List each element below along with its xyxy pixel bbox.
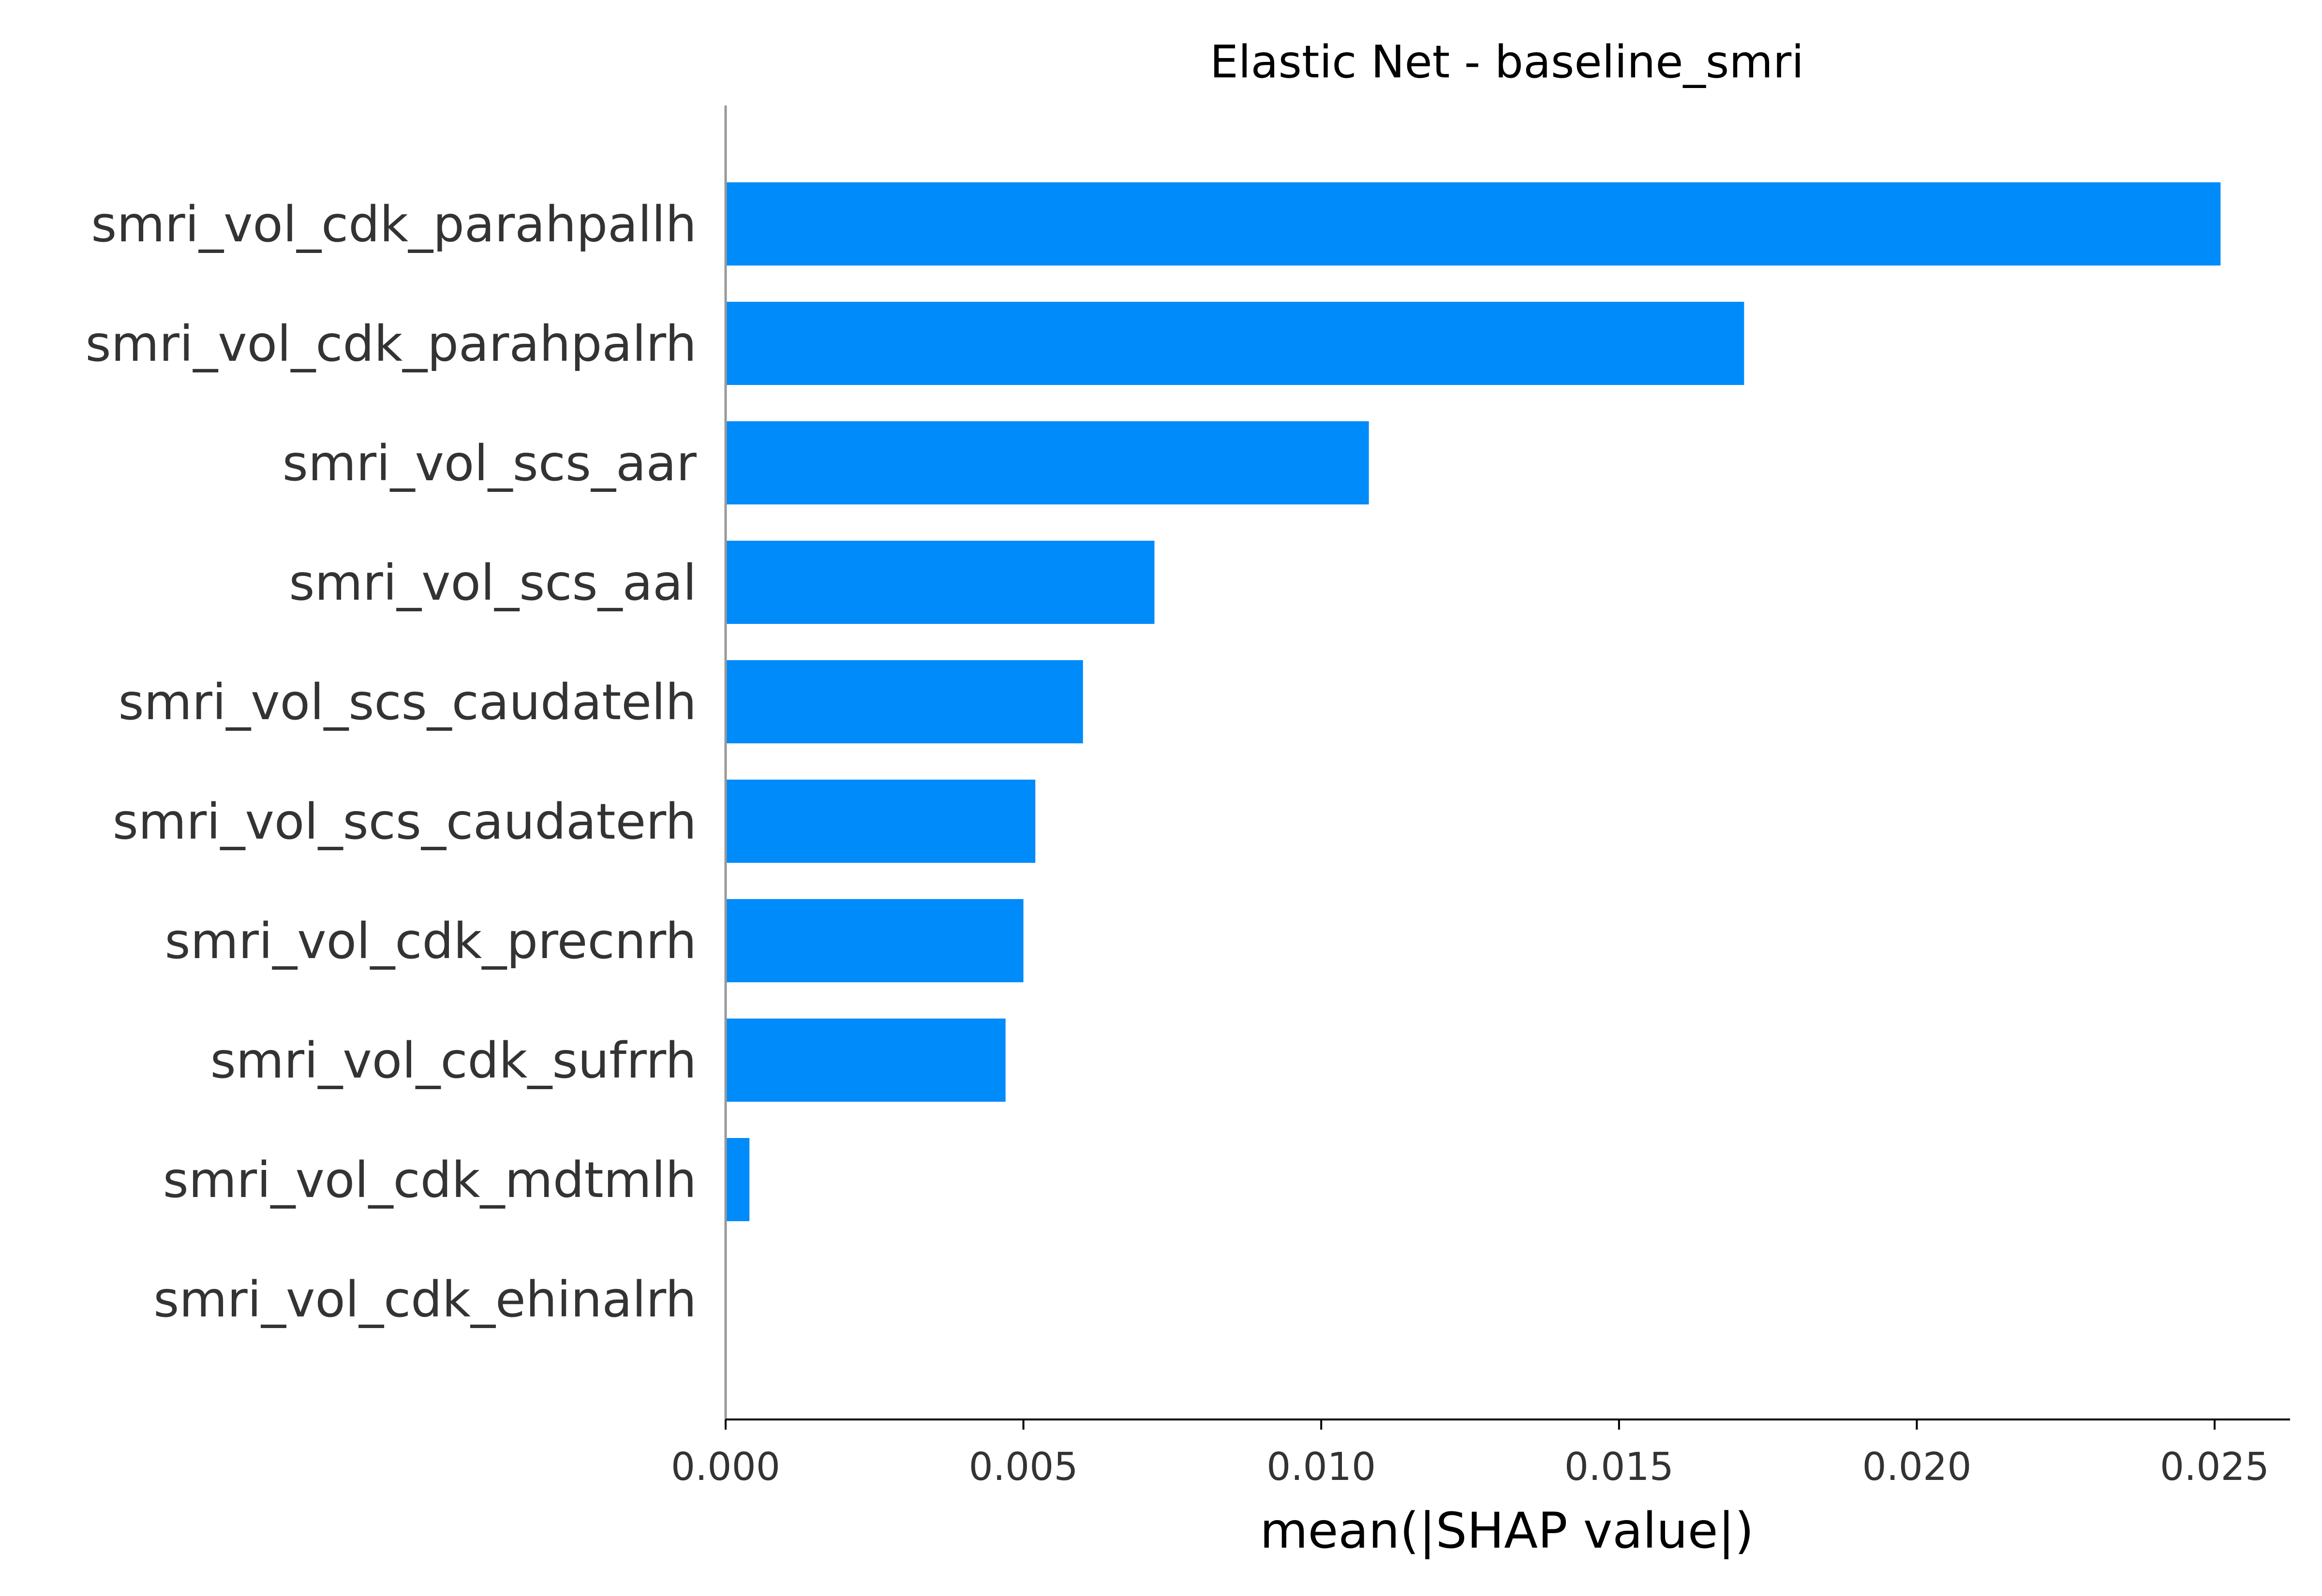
x-tick-label: 0.025 [2160,1445,2269,1489]
x-tick-label: 0.000 [671,1445,780,1489]
y-tick-label: smri_vol_scs_aal [289,554,697,612]
bar-smri_vol_cdk_precnrh [726,899,1024,982]
y-tick-labels: smri_vol_cdk_parahpallh smri_vol_cdk_para… [86,196,697,1329]
bar-smri_vol_scs_aar [726,421,1369,504]
y-tick-label: smri_vol_scs_aar [283,435,697,492]
y-tick-label: smri_vol_cdk_sufrrh [210,1032,697,1090]
bar-smri_vol_scs_aal [726,541,1155,624]
bar-smri_vol_cdk_sufrrh [726,1019,1006,1102]
y-tick-label: smri_vol_cdk_parahpalrh [86,315,697,373]
x-tick-label: 0.020 [1862,1445,1971,1489]
x-ticks: 0.000 0.005 0.010 0.015 0.020 0.025 [671,1419,2269,1489]
y-tick-label: smri_vol_cdk_precnrh [165,913,697,970]
bars-group [726,182,2221,1221]
y-tick-label: smri_vol_cdk_ehinalrh [153,1271,697,1329]
bar-smri_vol_scs_caudatelh [726,660,1083,743]
y-tick-label: smri_vol_scs_caudaterh [113,793,697,851]
bar-smri_vol_cdk_parahpalrh [726,302,1744,385]
x-tick-label: 0.015 [1564,1445,1674,1489]
bar-smri_vol_cdk_parahpallh [726,182,2221,266]
y-tick-label: smri_vol_cdk_parahpallh [91,196,697,253]
x-tick-label: 0.005 [969,1445,1078,1489]
y-tick-label: smri_vol_scs_caudatelh [119,674,697,731]
y-tick-label: smri_vol_cdk_mdtmlh [163,1152,697,1209]
x-tick-label: 0.010 [1266,1445,1376,1489]
bar-smri_vol_cdk_mdtmlh [726,1138,750,1221]
chart-title: Elastic Net - baseline_smri [1210,36,1804,88]
x-axis-label: mean(|SHAP value|) [1260,1502,1754,1560]
bar-smri_vol_scs_caudaterh [726,780,1036,863]
